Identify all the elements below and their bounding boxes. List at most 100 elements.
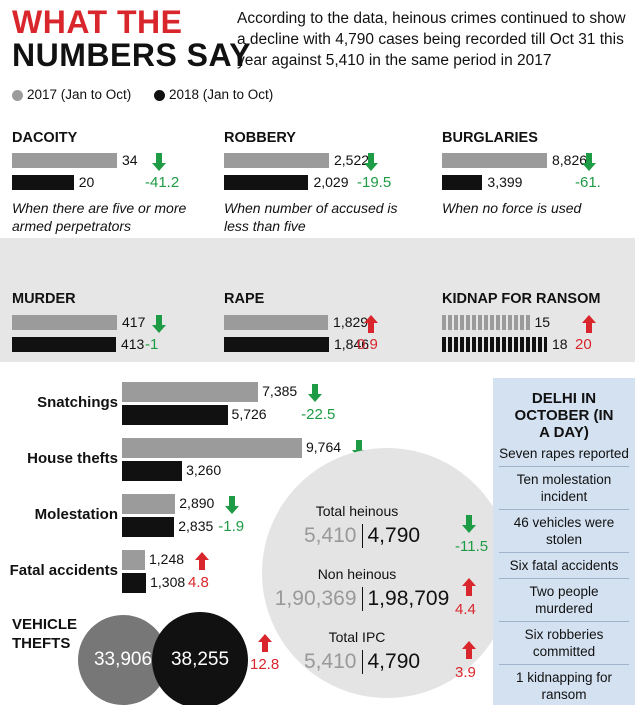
bar — [224, 153, 329, 168]
bar-value: 34 — [122, 152, 138, 168]
bar — [12, 337, 116, 352]
bar — [122, 573, 147, 593]
panel-label: BURGLARIES — [442, 130, 538, 146]
bar — [224, 337, 329, 352]
change-arrow — [195, 552, 209, 570]
change-value: 0.9 — [357, 336, 378, 353]
delhi-item: Two people murdered — [499, 578, 629, 621]
change-value: -19.5 — [357, 174, 392, 191]
legend-label: 2017 (Jan to Oct) — [27, 87, 132, 102]
bar-value: 18 — [552, 336, 568, 352]
bar — [12, 153, 117, 168]
title: WHAT THE — [12, 4, 183, 40]
vehicle-label: VEHICLE — [12, 616, 78, 633]
change-value: 20 — [575, 336, 592, 353]
legend-label: 2018 (Jan to Oct) — [169, 87, 274, 102]
bar — [122, 517, 175, 537]
legend-swatch — [12, 90, 23, 101]
totals-label: Non heinous — [317, 566, 397, 582]
note: When there are five or more armed perpet… — [12, 200, 187, 234]
legend-swatch — [154, 90, 165, 101]
bar — [122, 550, 145, 570]
bar — [122, 438, 302, 458]
change-value: 12.8 — [250, 656, 280, 673]
row-label: Snatchings — [37, 394, 118, 411]
bar-value: 417 — [122, 314, 146, 330]
totals-values: 1,90,369 1,98,709 — [272, 587, 452, 611]
bar — [122, 382, 259, 402]
old-value: 5,410 — [303, 524, 357, 547]
bar-value: 2,835 — [178, 518, 214, 534]
bar-value: 8,826 — [552, 152, 588, 168]
bar-value: 15 — [534, 314, 551, 330]
row-label: House thefts — [27, 450, 118, 467]
bar — [122, 494, 176, 514]
panel-label: RAPE — [224, 291, 265, 307]
change-arrow — [308, 384, 323, 402]
bar-value: 5,726 — [231, 406, 267, 422]
delhi-item: Seven rapes reported — [499, 446, 629, 461]
bar-value: 2,029 — [313, 174, 349, 190]
change-arrow — [582, 153, 596, 171]
bar-value: 20 — [78, 174, 95, 190]
change-arrow — [462, 515, 476, 533]
bar — [12, 315, 117, 330]
totals-label: Total IPC — [328, 629, 386, 645]
bar — [442, 337, 547, 352]
change-value: -11.5 — [455, 538, 489, 555]
vehicle-label: THEFTS — [12, 635, 71, 652]
vehicle-value: 38,255 — [170, 649, 230, 670]
change-value: -61. — [575, 174, 601, 191]
change-arrow — [225, 496, 240, 514]
row-label: Fatal accidents — [9, 562, 118, 579]
bar-value: 1,846 — [334, 336, 370, 352]
bar-value: 413 — [120, 336, 145, 352]
intro: According to the data, heinous crimes co… — [237, 10, 626, 69]
change-value: -22.5 — [301, 406, 336, 423]
bar-value: 1,308 — [150, 574, 186, 590]
row-label: Molestation — [34, 506, 118, 523]
bar — [224, 315, 329, 330]
delhi-item: 46 vehicles were stolen — [499, 509, 629, 552]
new-value: 1,98,709 — [361, 587, 449, 611]
change-arrow — [258, 634, 272, 652]
delhi-item: 1 kidnapping for ransom — [499, 664, 629, 705]
bar — [442, 153, 547, 168]
bar-value: 3,260 — [186, 462, 222, 478]
vehicle-circle — [152, 612, 248, 705]
panel-label: KIDNAP FOR RANSOM — [442, 291, 601, 307]
old-value: 1,90,369 — [274, 587, 357, 610]
bar-value: 9,764 — [306, 439, 342, 455]
bar — [122, 461, 183, 481]
bar — [12, 175, 74, 190]
change-arrow — [364, 153, 378, 171]
note: When no force is used — [442, 200, 582, 216]
bar — [442, 315, 530, 330]
note: When number of accused is less than five — [224, 200, 398, 234]
bar-value: 1,829 — [333, 314, 369, 330]
old-value: 5,410 — [303, 650, 357, 673]
delhi-item: Six robberies committed — [499, 621, 629, 664]
title: NUMBERS SAY — [12, 37, 252, 73]
delhi-box: DELHI IN OCTOBER (IN A DAY) Seven rapes r… — [493, 378, 635, 705]
change-arrow — [364, 315, 378, 333]
bar-value: 7,385 — [262, 383, 298, 399]
change-value: -1 — [145, 336, 159, 353]
change-value: 3.9 — [455, 664, 476, 681]
panel-label: MURDER — [12, 291, 76, 307]
change-arrow — [152, 315, 166, 333]
bar — [442, 175, 483, 190]
vehicle-value: 33,906 — [93, 649, 153, 670]
bar-value: 2,890 — [179, 495, 215, 511]
totals-values: 5,410 4,790 — [272, 650, 452, 674]
delhi-item: Six fatal accidents — [499, 552, 629, 578]
panel-label: ROBBERY — [224, 130, 296, 146]
change-value: 4.4 — [455, 601, 476, 618]
totals-label: Total heinous — [315, 503, 399, 519]
bar — [224, 175, 309, 190]
totals-values: 5,410 4,790 — [272, 524, 452, 548]
delhi-title: DELHI IN OCTOBER (IN A DAY) — [514, 390, 614, 441]
change-value: -41.2 — [145, 174, 180, 191]
change-arrow — [462, 641, 476, 659]
change-value: -1.9 — [218, 518, 245, 535]
